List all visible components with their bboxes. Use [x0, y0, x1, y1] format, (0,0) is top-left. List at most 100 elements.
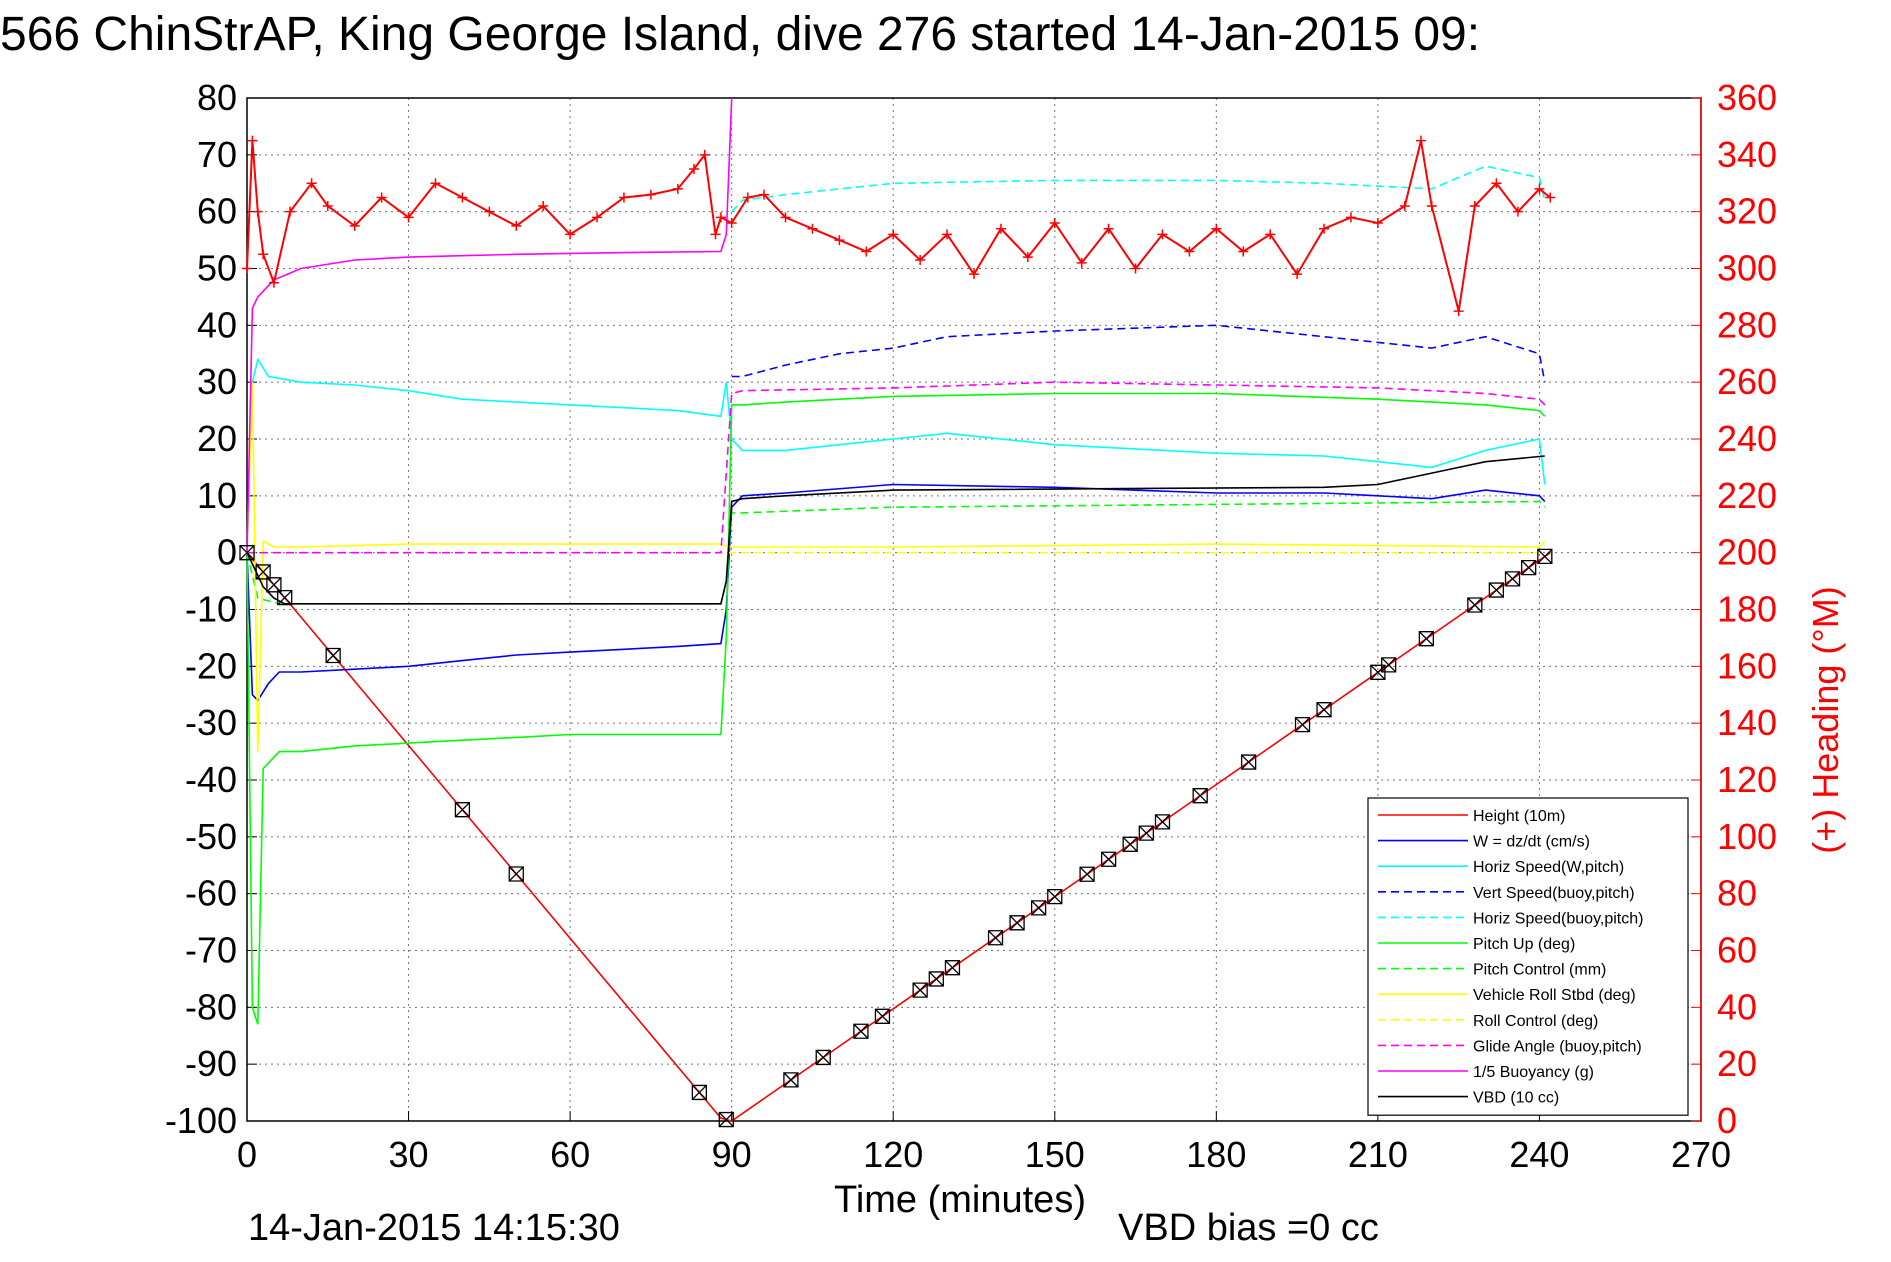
heading-point [1238, 246, 1249, 257]
footer-timestamp: 14-Jan-2015 14:15:30 [248, 1207, 620, 1249]
heading-point [349, 220, 360, 231]
dive-marker [1100, 851, 1117, 867]
dive-marker [1381, 657, 1397, 673]
right-tick-label: 140 [1717, 702, 1777, 743]
heading-point [457, 192, 468, 203]
heading-point [565, 229, 576, 240]
heading-point [1426, 200, 1437, 211]
heading-point [1130, 263, 1141, 274]
heading-point [322, 200, 333, 211]
x-tick-label: 210 [1348, 1134, 1408, 1175]
dive-marker [255, 564, 271, 580]
heading-point [758, 189, 769, 200]
legend-entry: Height (10m) [1473, 808, 1565, 825]
right-tick-label: 300 [1717, 248, 1777, 289]
x-tick-label: 150 [1025, 1134, 1085, 1175]
heading-point [969, 269, 979, 280]
x-tick-label: 180 [1186, 1134, 1246, 1175]
y-tick-label: -50 [185, 816, 237, 857]
dive-marker [928, 971, 944, 987]
heading-point [915, 254, 926, 265]
heading-point [511, 220, 522, 231]
y-tick-label: 40 [197, 304, 237, 345]
dive-marker [266, 577, 282, 593]
right-tick-label: 220 [1717, 475, 1777, 516]
heading-point [1265, 229, 1276, 240]
x-tick-label: 60 [550, 1134, 590, 1175]
y-tick-label: 80 [197, 77, 237, 118]
heading-point [430, 178, 441, 189]
series-line-4 [731, 165, 1546, 213]
dive-marker [944, 960, 961, 976]
right-axis-label: (+) Heading (°M) [1805, 586, 1846, 853]
dive-marker [1030, 900, 1047, 916]
heading-point [1157, 229, 1168, 240]
dive-marker [1122, 836, 1138, 852]
y-tick-label: 10 [197, 475, 237, 516]
legend-entry: W = dz/dt (cm/s) [1473, 834, 1590, 851]
heading-point [834, 235, 845, 246]
series-line-3 [731, 324, 1546, 383]
heading-point [618, 192, 629, 203]
y-tick-label: -40 [185, 759, 237, 800]
legend-entry: VBD (10 cc) [1473, 1090, 1559, 1107]
heading-point [1103, 223, 1114, 234]
dive-marker [1009, 915, 1025, 931]
y-tick-label: -10 [185, 589, 237, 630]
heading-point [1399, 200, 1410, 211]
heading-point [1534, 183, 1545, 194]
dive-marker [454, 802, 471, 818]
legend-entry: Horiz Speed(buoy,pitch) [1473, 910, 1643, 927]
series-line-10 [246, 97, 733, 553]
legend-entry: Pitch Up (deg) [1473, 936, 1575, 953]
chart-title: 566 ChinStrAP, King George Island, dive … [0, 8, 1480, 61]
legend-entry: Glide Angle (buoy,pitch) [1473, 1038, 1642, 1055]
dive-marker [783, 1072, 799, 1088]
right-tick-label: 260 [1717, 361, 1777, 402]
heading-point [1345, 212, 1356, 223]
footer-vbd-bias: VBD bias =0 cc [1118, 1207, 1379, 1249]
heading-point [252, 206, 263, 217]
heading-point [995, 223, 1006, 234]
right-tick-label: 160 [1717, 645, 1777, 686]
dive-marker [987, 930, 1004, 946]
series-line-9 [247, 381, 1546, 554]
heading-point [268, 277, 279, 288]
dive-marker [1418, 631, 1435, 647]
y-tick-label: -20 [185, 645, 237, 686]
y-tick-label: -30 [185, 702, 237, 743]
heading-point [1415, 135, 1426, 146]
right-tick-label: 360 [1717, 77, 1777, 118]
heading-point [1469, 200, 1480, 211]
x-tick-label: 120 [863, 1134, 923, 1175]
x-tick-label: 240 [1509, 1134, 1569, 1175]
heading-point [1319, 223, 1330, 234]
dive-marker [874, 1008, 891, 1024]
y-tick-label: 0 [217, 532, 237, 573]
dive-marker [912, 982, 928, 998]
right-tick-label: 340 [1717, 134, 1777, 175]
legend-entry: 1/5 Buoyancy (g) [1473, 1064, 1594, 1081]
heading-point [780, 212, 791, 223]
right-tick-label: 40 [1717, 986, 1757, 1027]
dive-marker [1240, 754, 1257, 770]
right-tick-label: 280 [1717, 304, 1777, 345]
dive-marker [1467, 597, 1483, 613]
dive-marker [325, 647, 341, 664]
heading-point [699, 149, 710, 160]
y-tick-label: -100 [165, 1100, 237, 1141]
heading-point [247, 135, 258, 146]
y-tick-label: -90 [185, 1043, 237, 1084]
heading-point [592, 212, 603, 223]
y-tick-label: -70 [185, 930, 237, 971]
right-tick-label: 240 [1717, 418, 1777, 459]
y-tick-label: 60 [197, 191, 237, 232]
right-tick-label: 320 [1717, 191, 1777, 232]
dive-marker [691, 1084, 708, 1101]
axis-ticks: 0 30 60 90 120 150 180 210 240 270 80 70 60 50 40 30 20 1… [165, 77, 1777, 1175]
right-tick-label: 60 [1717, 930, 1757, 971]
right-tick-label: 100 [1717, 816, 1777, 857]
series-line-7 [246, 382, 1546, 752]
heading-point [258, 249, 269, 260]
